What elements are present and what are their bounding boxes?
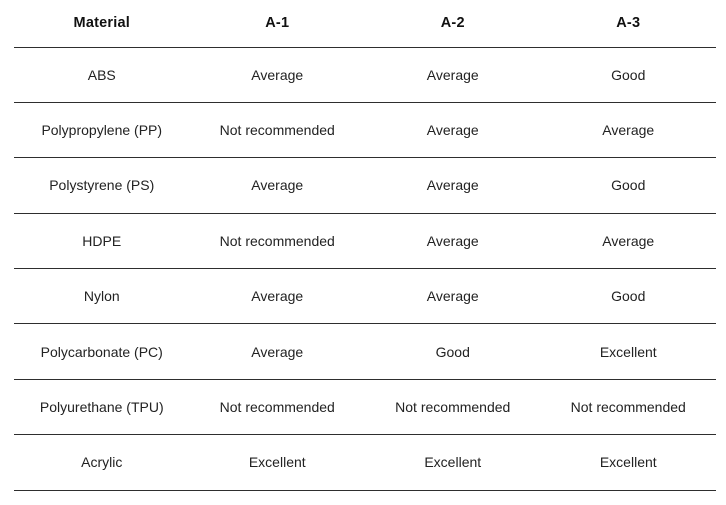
rating-cell: Not recommended: [189, 379, 365, 436]
table-body: ABS Average Average Good Polypropylene (PP) N…: [14, 47, 716, 491]
material-cell: Polycarbonate (PC): [14, 323, 190, 380]
table-row: HDPE Not recommended Average Average: [14, 213, 716, 270]
material-cell: Nylon: [14, 268, 190, 325]
rating-cell: Average: [540, 213, 716, 270]
rating-cell: Not recommended: [540, 379, 716, 436]
table-row: ABS Average Average Good: [14, 47, 716, 103]
column-header-a1: A-1: [189, 0, 365, 48]
rating-cell: Excellent: [189, 434, 365, 491]
material-cell: Acrylic: [14, 434, 190, 491]
rating-cell: Excellent: [540, 323, 716, 380]
rating-cell: Average: [365, 268, 541, 325]
rating-cell: Average: [189, 47, 365, 103]
rating-cell: Average: [189, 323, 365, 380]
rating-cell: Average: [189, 157, 365, 214]
rating-cell: Average: [365, 47, 541, 103]
table-row: Polypropylene (PP) Not recommended Average…: [14, 102, 716, 159]
material-compatibility-table: Material A-1 A-2 A-3 ABS Average Average Go…: [14, 0, 716, 491]
material-cell: HDPE: [14, 213, 190, 270]
rating-cell: Good: [540, 47, 716, 103]
rating-cell: Average: [365, 102, 541, 159]
rating-cell: Good: [365, 323, 541, 380]
rating-cell: Average: [365, 213, 541, 270]
rating-cell: Good: [540, 268, 716, 325]
rating-cell: Average: [365, 157, 541, 214]
rating-cell: Not recommended: [365, 379, 541, 436]
table-row: Acrylic Excellent Excellent Excellent: [14, 434, 716, 491]
column-header-material: Material: [14, 0, 190, 48]
table-row: Polycarbonate (PC) Average Good Excellent: [14, 323, 716, 380]
material-cell: Polyurethane (TPU): [14, 379, 190, 436]
rating-cell: Average: [540, 102, 716, 159]
table-row: Nylon Average Average Good: [14, 268, 716, 325]
material-cell: ABS: [14, 47, 190, 103]
material-cell: Polystyrene (PS): [14, 157, 190, 214]
material-cell: Polypropylene (PP): [14, 102, 190, 159]
rating-cell: Excellent: [365, 434, 541, 491]
table-row: Polystyrene (PS) Average Average Good: [14, 157, 716, 214]
rating-cell: Not recommended: [189, 102, 365, 159]
column-header-a3: A-3: [540, 0, 716, 48]
rating-cell: Excellent: [540, 434, 716, 491]
column-header-a2: A-2: [365, 0, 541, 48]
rating-cell: Not recommended: [189, 213, 365, 270]
header-row: Material A-1 A-2 A-3: [14, 0, 716, 48]
table-header: Material A-1 A-2 A-3: [14, 0, 716, 48]
rating-cell: Average: [189, 268, 365, 325]
table-row: Polyurethane (TPU) Not recommended Not rec…: [14, 379, 716, 436]
rating-cell: Good: [540, 157, 716, 214]
